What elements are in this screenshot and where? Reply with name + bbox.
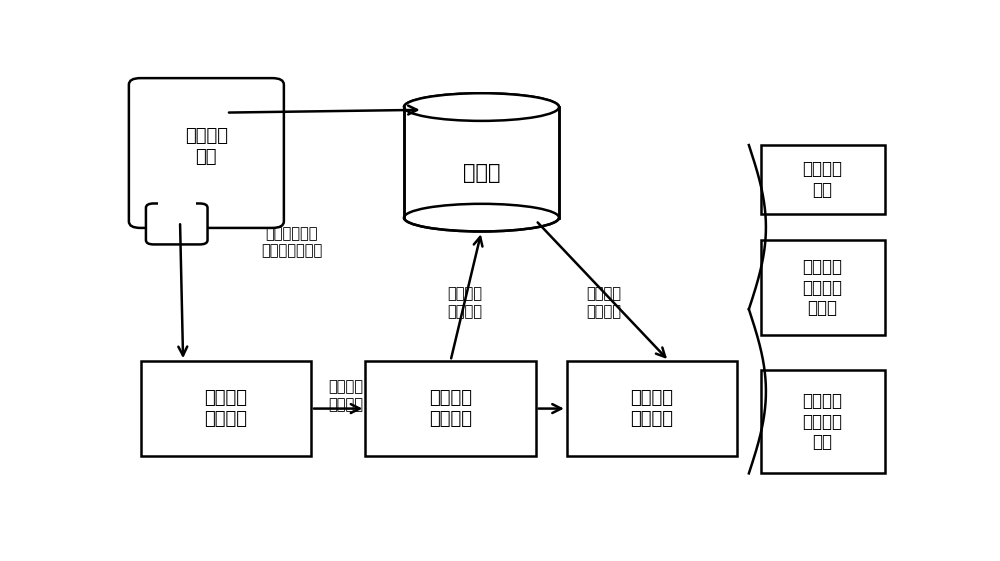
Text: 分支事件
可行性放
松方法: 分支事件 可行性放 松方法 <box>802 258 842 318</box>
Bar <box>761 145 885 214</box>
Bar <box>140 361 311 456</box>
Text: 计算原子
区域: 计算原子 区域 <box>802 160 842 199</box>
Bar <box>761 240 885 335</box>
Text: 执行轨迹
线程集合: 执行轨迹 线程集合 <box>447 287 482 319</box>
Text: 共享变量集合
被插桩语句集合: 共享变量集合 被插桩语句集合 <box>261 226 322 259</box>
Bar <box>158 201 196 214</box>
Bar <box>567 361 737 456</box>
Text: 被测程序
插桩模块: 被测程序 插桩模块 <box>204 389 247 428</box>
Text: 原子违背
探测模块: 原子违背 探测模块 <box>631 389 674 428</box>
Text: 执行轨迹
收集模块: 执行轨迹 收集模块 <box>429 389 472 428</box>
FancyBboxPatch shape <box>129 78 284 228</box>
Bar <box>365 361 536 456</box>
FancyBboxPatch shape <box>146 204 208 245</box>
Text: 数据库: 数据库 <box>463 163 500 183</box>
Ellipse shape <box>404 93 559 121</box>
Bar <box>404 107 559 218</box>
Text: 建立约束
探测原子
违背: 建立约束 探测原子 违背 <box>802 392 842 452</box>
Ellipse shape <box>404 204 559 232</box>
Bar <box>761 370 885 473</box>
Text: 执行轨迹
线程集合: 执行轨迹 线程集合 <box>586 287 621 319</box>
Ellipse shape <box>404 93 559 121</box>
Text: 被测并发
程序: 被测并发 程序 <box>185 127 228 166</box>
Text: 已插桩的
被测程序: 已插桩的 被测程序 <box>328 379 363 412</box>
